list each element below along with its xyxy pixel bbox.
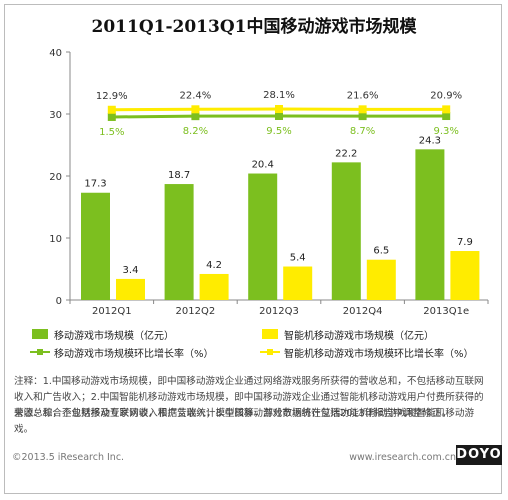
line-point	[358, 112, 367, 121]
bar-total	[81, 192, 110, 300]
source-note: 来源：综合企业财报及专家访谈，根据艾瑞统计模型核算，部分数据将在艾瑞2013年报…	[14, 408, 451, 419]
legend-swatch	[32, 329, 48, 339]
line-value-label: 12.9%	[96, 91, 128, 102]
line-value-label: 8.2%	[183, 126, 208, 137]
bar-total	[164, 184, 194, 300]
line-point	[442, 105, 451, 114]
line-value-label: 8.7%	[350, 126, 375, 137]
website-url: www.iresearch.com.cn	[349, 452, 456, 463]
line-value-label: 9.3%	[433, 126, 458, 137]
bar-value-label: 4.2	[206, 260, 222, 271]
bar-smartphone	[283, 266, 313, 300]
bar-total	[415, 149, 445, 300]
y-tick-label: 0	[56, 296, 62, 307]
bar-value-label: 20.4	[252, 160, 274, 171]
bar-total	[248, 173, 278, 300]
bar-value-label: 18.7	[168, 170, 190, 181]
x-tick-label: 2012Q1	[92, 306, 132, 317]
line-point	[275, 105, 283, 113]
watermark-logo: DOYO	[456, 445, 502, 465]
line-value-label: 21.6%	[347, 90, 379, 101]
line-point	[191, 105, 200, 114]
chart-canvas: 0 10 20 30 40 2012Q1 2012Q2 2012Q3 2012Q4 2013Q1e…	[30, 48, 489, 355]
copyright: ©2013.5 iResearch Inc.	[12, 452, 125, 463]
x-tick-label: 2012Q3	[259, 306, 299, 317]
chart-title: 2011Q1-2013Q1中国移动游戏市场规模	[91, 17, 417, 37]
legend-label: 移动游戏市场规模环比增长率（%）	[54, 349, 214, 360]
bar-smartphone	[116, 278, 145, 300]
bar-smartphone	[450, 251, 480, 300]
footnote: 注释：1.中国移动游戏市场规模，即中国移动游戏企业通过网络游戏服务所获得的营收总…	[14, 376, 484, 435]
y-tick-label: 10	[49, 234, 62, 245]
bar-total	[331, 162, 361, 300]
line-point	[275, 112, 283, 120]
y-tick-label: 20	[49, 172, 62, 183]
line-value-label: 28.1%	[263, 90, 295, 101]
legend-marker	[37, 349, 43, 355]
line-value-label: 20.9%	[430, 90, 462, 101]
bar-value-label: 17.3	[84, 179, 106, 190]
bar-smartphone	[366, 259, 396, 300]
x-tick-label: 2012Q4	[343, 306, 383, 317]
legend-swatch	[262, 329, 278, 339]
bar-value-label: 24.3	[419, 135, 441, 146]
line-point	[191, 112, 200, 121]
bar-value-label: 3.4	[123, 265, 139, 276]
line-point	[107, 112, 116, 121]
bar-value-label: 5.4	[290, 253, 306, 264]
line-point	[442, 112, 451, 121]
line-point	[107, 105, 116, 114]
x-tick-label: 2013Q1e	[423, 306, 469, 317]
bar-value-label: 7.9	[457, 237, 473, 248]
bar-value-label: 6.5	[373, 246, 389, 257]
line-point	[358, 105, 367, 114]
line-value-label: 22.4%	[180, 90, 212, 101]
legend-marker	[267, 349, 273, 355]
line-value-label: 1.5%	[99, 127, 124, 138]
line-value-label: 9.5%	[266, 126, 291, 137]
y-tick-label: 30	[49, 110, 62, 121]
legend-label: 智能机移动游戏市场规模环比增长率（%）	[284, 349, 474, 360]
y-tick-label: 40	[49, 48, 62, 59]
legend-label: 移动游戏市场规模（亿元）	[54, 331, 174, 342]
x-tick-label: 2012Q2	[176, 306, 216, 317]
legend-label: 智能机移动游戏市场规模（亿元）	[284, 331, 434, 342]
bar-smartphone	[199, 273, 229, 300]
bar-value-label: 22.2	[335, 148, 357, 159]
